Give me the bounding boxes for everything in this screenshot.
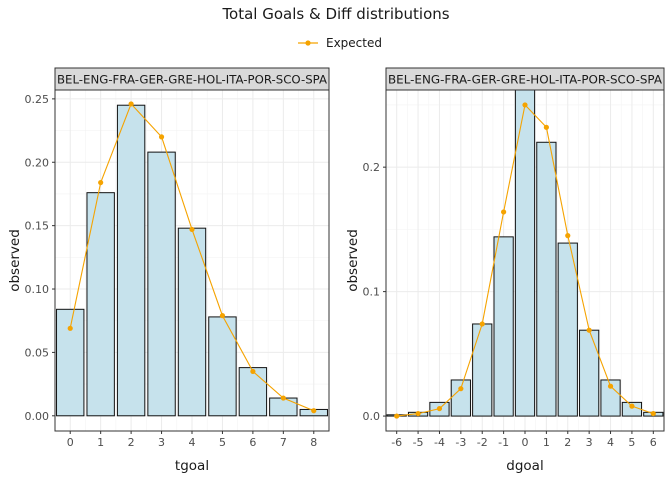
x-tick-label: 0 (522, 436, 529, 449)
expected-point (415, 410, 421, 417)
expected-point (280, 395, 286, 401)
expected-point (629, 403, 635, 409)
x-tick-label: -2 (477, 436, 488, 449)
bar (177, 227, 207, 417)
bar (269, 397, 298, 417)
x-tick-label: -5 (413, 436, 424, 449)
x-tick-label: 5 (219, 436, 226, 449)
facet-strip-label: BEL-ENG-FRA-GER-GRE-HOL-ITA-POR-SCO-SPA (388, 73, 662, 87)
bar (116, 104, 146, 417)
y-tick-label: 0.10 (25, 283, 50, 296)
bar (579, 329, 600, 417)
x-tick-label: 4 (189, 436, 196, 449)
panels: BEL-ENG-FRA-GER-GRE-HOL-ITA-POR-SCO-SPA 0… (7, 67, 665, 474)
expected-point (650, 410, 656, 417)
expected-point (250, 368, 256, 375)
x-tick-label: -1 (498, 436, 509, 449)
x-tick-label: 1 (543, 436, 550, 449)
expected-point (586, 327, 592, 333)
y-tick-label: 0.25 (25, 93, 50, 106)
bar (147, 151, 176, 417)
x-axis-title: tgoal (175, 458, 209, 474)
x-tick-label: 6 (650, 436, 657, 449)
bar (208, 316, 237, 417)
expected-point (98, 179, 104, 186)
x-tick-label: -6 (391, 436, 402, 449)
y-axis-title: observed (7, 229, 23, 292)
x-tick-label: 4 (607, 436, 614, 449)
bar (238, 367, 268, 417)
expected-point (607, 383, 614, 389)
expected-point (436, 405, 443, 412)
x-tick-label: 2 (564, 436, 571, 449)
y-tick-label: 0.05 (25, 346, 50, 359)
bar (600, 379, 621, 417)
y-tick-label: 0.15 (25, 220, 50, 233)
x-tick-label: 0 (67, 436, 74, 449)
x-tick-label: 7 (280, 436, 287, 449)
x-tick-label: 5 (628, 436, 635, 449)
expected-point (565, 233, 571, 239)
legend-label: Expected (326, 36, 382, 50)
bar (493, 236, 514, 417)
bar (557, 242, 578, 417)
expected-point (543, 124, 549, 130)
y-tick-label: 0.2 (363, 161, 381, 174)
x-axis-title: dgoal (506, 458, 543, 474)
legend-point-icon (305, 40, 311, 46)
bar (536, 141, 557, 417)
expected-point (128, 101, 134, 107)
x-tick-label: 3 (586, 436, 593, 449)
expected-point (522, 102, 528, 108)
x-tick-label: 3 (158, 436, 165, 449)
y-tick-label: 0.20 (25, 156, 50, 169)
bar (450, 379, 471, 417)
y-axis-title: observed (345, 229, 361, 292)
expected-point (67, 325, 73, 331)
x-tick-label: 1 (97, 436, 104, 449)
y-tick-label: 0.00 (25, 410, 50, 423)
y-tick-label: 0.1 (363, 286, 381, 299)
bar (56, 308, 85, 417)
expected-point (311, 408, 317, 414)
bar (472, 323, 493, 417)
expected-point (189, 226, 195, 233)
legend: Expected (298, 36, 382, 50)
x-tick-label: 8 (310, 436, 317, 449)
x-tick-label: 6 (249, 436, 256, 449)
chart-panel-2: BEL-ENG-FRA-GER-GRE-HOL-ITA-POR-SCO-SPA 0… (345, 67, 665, 474)
facet-strip-label: BEL-ENG-FRA-GER-GRE-HOL-ITA-POR-SCO-SPA (57, 73, 327, 87)
chart-panel-1: BEL-ENG-FRA-GER-GRE-HOL-ITA-POR-SCO-SPA 0… (7, 67, 330, 474)
x-tick-label: 2 (128, 436, 135, 449)
x-tick-label: -4 (434, 436, 445, 449)
expected-point (479, 321, 485, 327)
expected-point (501, 209, 507, 215)
expected-point (458, 386, 464, 392)
expected-point (158, 134, 165, 140)
chart-title: Total Goals & Diff distributions (221, 5, 449, 23)
x-tick-label: -3 (455, 436, 466, 449)
bar (86, 192, 115, 417)
expected-point (394, 413, 400, 419)
y-tick-label: 0.0 (363, 410, 381, 423)
expected-point (219, 313, 226, 319)
